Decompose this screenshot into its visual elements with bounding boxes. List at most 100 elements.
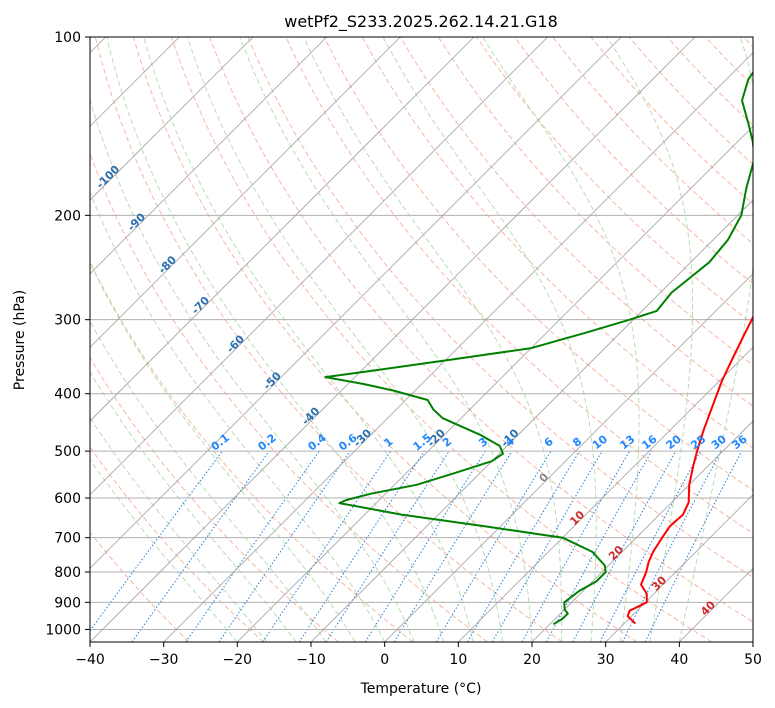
moist-adiabat-line [106, 37, 445, 642]
isotherm-line [679, 567, 753, 642]
isotherm-label: -50 [261, 369, 284, 392]
y-tick-label: 1000 [45, 622, 81, 638]
dry-adiabat-line [90, 260, 414, 642]
isotherm-label: 40 [698, 598, 718, 618]
dry-adiabat-line [90, 531, 190, 642]
mixing-ratio-label: 6 [542, 435, 556, 450]
y-tick-label: 600 [54, 491, 81, 507]
mixing-ratio-line [298, 450, 425, 642]
dry-adiabat-line [132, 37, 638, 642]
moist-adiabat-line [90, 190, 386, 642]
x-tick-label: 10 [449, 652, 467, 668]
plot-frame [89, 36, 754, 643]
moist-adiabat-line [239, 37, 533, 642]
dry-adiabat-line [361, 37, 753, 449]
isotherm-line [90, 37, 696, 642]
mixing-ratio-line [435, 450, 552, 642]
x-tick-label: 40 [670, 652, 688, 668]
dry-adiabat-line [94, 37, 563, 642]
x-tick-label: 0 [380, 652, 389, 668]
moist-adiabat-line [90, 458, 238, 642]
mixing-ratio-label: 16 [639, 432, 659, 452]
mixing-ratio-line [218, 450, 351, 642]
y-tick-label: 900 [54, 595, 81, 611]
isotherm-label: 30 [649, 573, 669, 593]
y-tick-label: 500 [54, 444, 81, 460]
mixing-ratio-line [131, 450, 270, 642]
temperature-trace [626, 315, 753, 625]
moist-adiabat-line [90, 416, 268, 642]
mixing-ratio-label: 1 [382, 435, 396, 450]
mixing-ratio-line [572, 450, 677, 642]
isotherm-line [310, 199, 753, 642]
dry-adiabat-line [90, 446, 264, 642]
dry-adiabat-line [743, 37, 753, 48]
x-tick-label: 30 [597, 652, 615, 668]
y-tick-label: 300 [54, 313, 81, 329]
isotherm-line [237, 125, 753, 642]
moist-adiabats [90, 37, 753, 642]
isotherm-line [458, 346, 753, 642]
isotherm-line [90, 37, 622, 569]
y-tick-label: 700 [54, 531, 81, 547]
mixing-ratio-line [467, 450, 580, 642]
dry-adiabat-line [209, 37, 753, 623]
isotherm-label: -90 [125, 210, 148, 233]
y-tick-label: 800 [54, 565, 81, 581]
x-tick-label: 20 [523, 652, 541, 668]
y-tick-label: 100 [54, 30, 81, 46]
mixing-ratio-line [364, 450, 486, 642]
moist-adiabat-line [303, 37, 563, 642]
x-axis-label: Temperature (°C) [360, 681, 482, 697]
isotherm-line [90, 37, 475, 422]
moist-adiabat-line [187, 37, 503, 642]
moist-adiabat-line [678, 37, 753, 642]
mixing-ratio-line [621, 450, 722, 642]
dry-adiabats [90, 37, 753, 642]
x-tick-label: −20 [223, 652, 253, 668]
dry-adiabat-line [514, 37, 753, 285]
sounding-traces [324, 70, 753, 626]
dry-adiabat-line [90, 356, 339, 642]
mixing-ratio-label: 13 [617, 433, 637, 453]
x-tick-label: −10 [296, 652, 326, 668]
mixing-ratio-line [90, 450, 223, 632]
dry-adiabat-line [171, 37, 712, 642]
x-tick-label: 50 [744, 652, 762, 668]
moist-adiabat-line [606, 37, 694, 642]
mixing-ratio-line [545, 450, 653, 642]
isotherm-line [752, 641, 753, 642]
moist-adiabat-line [482, 37, 640, 642]
isotherm-label: -70 [189, 294, 212, 317]
x-tick-label: −40 [75, 652, 105, 668]
chart-title: wetPf2_S233.2025.262.14.21.G18 [284, 12, 558, 32]
isotherm-line [90, 37, 327, 275]
isotherm-line [90, 37, 548, 496]
isobar-grid [90, 37, 753, 630]
dry-adiabat-line [247, 37, 753, 578]
x-tick-label: −30 [149, 652, 179, 668]
y-tick-label: 200 [54, 208, 81, 224]
mixing-ratio-line [185, 450, 320, 642]
dry-adiabat-line [285, 37, 753, 535]
isotherm-line [605, 494, 753, 642]
isotherm-label: -40 [299, 404, 322, 427]
mixing-ratio-line [262, 450, 392, 642]
isotherm-line [384, 273, 753, 642]
dry-adiabat-line [437, 37, 753, 366]
dry-adiabat-line [323, 37, 753, 491]
dewpoint-trace [324, 70, 753, 626]
y-tick-label: 400 [54, 387, 81, 403]
y-axis-label: Pressure (hPa) [12, 290, 28, 390]
mixing-ratio-label: 0.1 [209, 431, 232, 453]
mixing-ratio-line [599, 450, 701, 642]
dry-adiabat-line [90, 152, 488, 642]
moist-adiabat-line [90, 320, 327, 642]
mixing-ratio-line [325, 450, 450, 642]
mixing-ratio-label: 25 [688, 432, 708, 452]
moist-adiabat-line [90, 261, 356, 642]
dry-adiabat-line [704, 37, 753, 87]
mixing-ratio-line [521, 450, 630, 642]
